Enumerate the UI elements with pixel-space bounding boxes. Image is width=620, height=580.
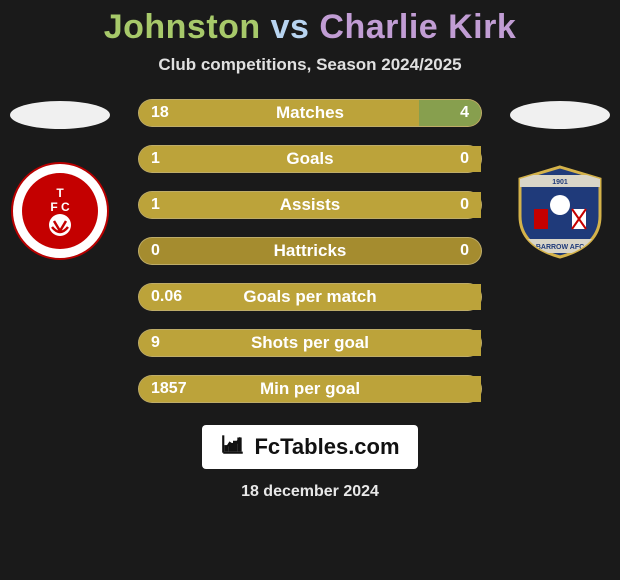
stat-row: 1Goals0 bbox=[138, 145, 482, 173]
stat-label: Min per goal bbox=[139, 376, 481, 402]
stat-row: 0.06Goals per match bbox=[138, 283, 482, 311]
stat-value-right: 0 bbox=[448, 238, 481, 264]
barrow-afc-crest: 1901 BARROW AFC bbox=[510, 161, 610, 261]
fleetwood-town-crest: T F C bbox=[10, 161, 110, 261]
subtitle: Club competitions, Season 2024/2025 bbox=[158, 55, 461, 75]
comparison-card: Johnston vs Charlie Kirk Club competitio… bbox=[0, 0, 620, 580]
body-row: T F C 18Matches41Goals01Assists00Hattric… bbox=[0, 99, 620, 403]
stats-column: 18Matches41Goals01Assists00Hattricks00.0… bbox=[120, 99, 500, 403]
stat-row: 18Matches4 bbox=[138, 99, 482, 127]
stat-label: Matches bbox=[139, 100, 481, 126]
stat-value-right: 0 bbox=[448, 146, 481, 172]
svg-text:BARROW AFC: BARROW AFC bbox=[536, 244, 584, 251]
stat-label: Goals per match bbox=[139, 284, 481, 310]
stat-label: Shots per goal bbox=[139, 330, 481, 356]
stat-row: 1857Min per goal bbox=[138, 375, 482, 403]
stat-label: Assists bbox=[139, 192, 481, 218]
branding-badge[interactable]: FcTables.com bbox=[202, 425, 417, 469]
player2-name: Charlie Kirk bbox=[319, 8, 516, 46]
chart-icon bbox=[220, 431, 246, 463]
svg-text:F C: F C bbox=[50, 200, 70, 214]
stat-label: Goals bbox=[139, 146, 481, 172]
branding-text: FcTables.com bbox=[254, 434, 399, 460]
page-title: Johnston vs Charlie Kirk bbox=[104, 8, 517, 47]
stat-row: 9Shots per goal bbox=[138, 329, 482, 357]
vs-label: vs bbox=[271, 8, 310, 46]
stat-value-right: 4 bbox=[448, 100, 481, 126]
date-label: 18 december 2024 bbox=[241, 483, 379, 501]
svg-text:1901: 1901 bbox=[552, 179, 568, 186]
stat-row: 0Hattricks0 bbox=[138, 237, 482, 265]
right-side: 1901 BARROW AFC bbox=[500, 99, 620, 261]
stat-value-right: 0 bbox=[448, 192, 481, 218]
player1-name: Johnston bbox=[104, 8, 261, 46]
left-side: T F C bbox=[0, 99, 120, 261]
player2-photo-placeholder bbox=[510, 101, 610, 129]
stat-row: 1Assists0 bbox=[138, 191, 482, 219]
player1-photo-placeholder bbox=[10, 101, 110, 129]
svg-text:T: T bbox=[56, 186, 64, 200]
stat-label: Hattricks bbox=[139, 238, 481, 264]
